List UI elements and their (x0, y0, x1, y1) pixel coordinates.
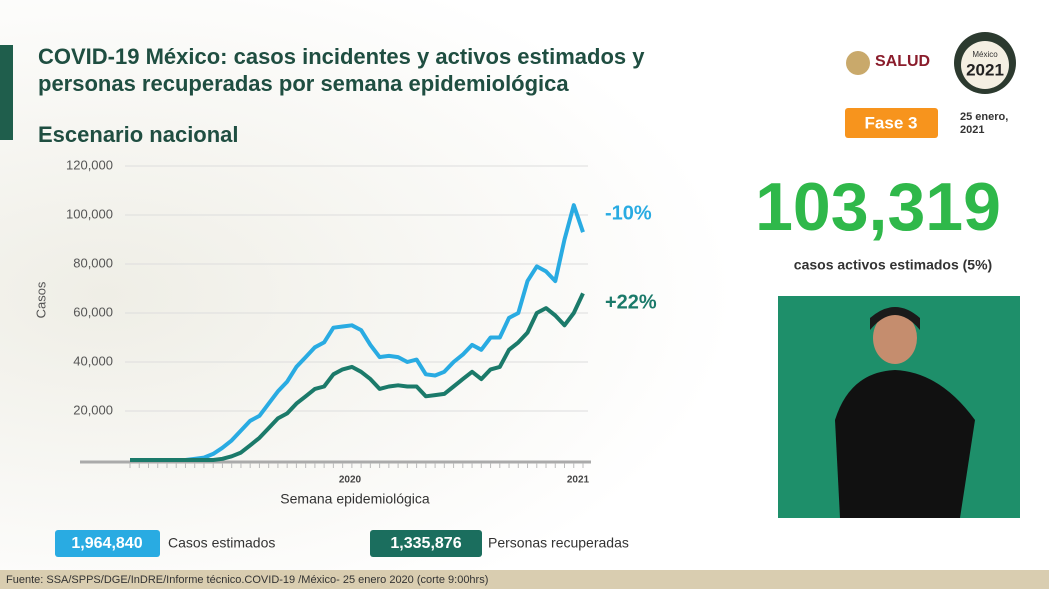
interpreter-head (873, 312, 917, 364)
total-label: Casos estimados (168, 535, 275, 551)
subtitle: Escenario nacional (38, 122, 239, 147)
y-tick-label: 40,000 (73, 353, 113, 368)
highlight-value: 103,319 (755, 169, 1001, 245)
total-value: 1,964,840 (71, 535, 142, 552)
footer-bar (0, 570, 1049, 589)
interpreter-body (835, 370, 975, 518)
phase-badge (845, 108, 938, 138)
title-line: personas recuperadas por semana epidemio… (38, 71, 569, 96)
series-line (130, 203, 585, 462)
y-tick-label: 120,000 (66, 157, 113, 172)
year-label: 2021 (567, 475, 590, 486)
date: 2021 (960, 124, 984, 136)
footer: Fuente: SSA/SPPS/DGE/InDRE/Informe técni… (6, 574, 488, 586)
phase: Fase 3 (865, 113, 918, 132)
total-value: 1,335,876 (390, 535, 461, 552)
total-badge (370, 530, 482, 557)
accent-bar (0, 45, 13, 140)
logo-country: México (972, 50, 998, 59)
date: 25 enero, (960, 111, 1008, 123)
logo-emblem (846, 51, 870, 75)
title-line: COVID-19 México: casos incidentes y acti… (38, 44, 645, 69)
logo-2021-inner (961, 41, 1009, 89)
y-axis-label: Casos (33, 281, 48, 318)
interpreter-hair (870, 307, 920, 330)
end-label: -10% (605, 202, 652, 224)
y-tick-label: 20,000 (73, 402, 113, 417)
brand: SALUD (875, 53, 930, 70)
y-tick-label: 80,000 (73, 255, 113, 270)
year-label: 2020 (339, 475, 362, 486)
highlight-caption: casos activos estimados (5%) (794, 257, 992, 273)
end-label: +22% (605, 292, 657, 314)
y-tick-label: 100,000 (66, 206, 113, 221)
series-line (130, 292, 585, 462)
total-label: Personas recuperadas (488, 535, 629, 551)
x-axis-label: Semana epidemiológica (280, 491, 430, 507)
total-badge (55, 530, 160, 557)
logo-year: 2021 (966, 60, 1004, 79)
y-tick-label: 60,000 (73, 304, 113, 319)
